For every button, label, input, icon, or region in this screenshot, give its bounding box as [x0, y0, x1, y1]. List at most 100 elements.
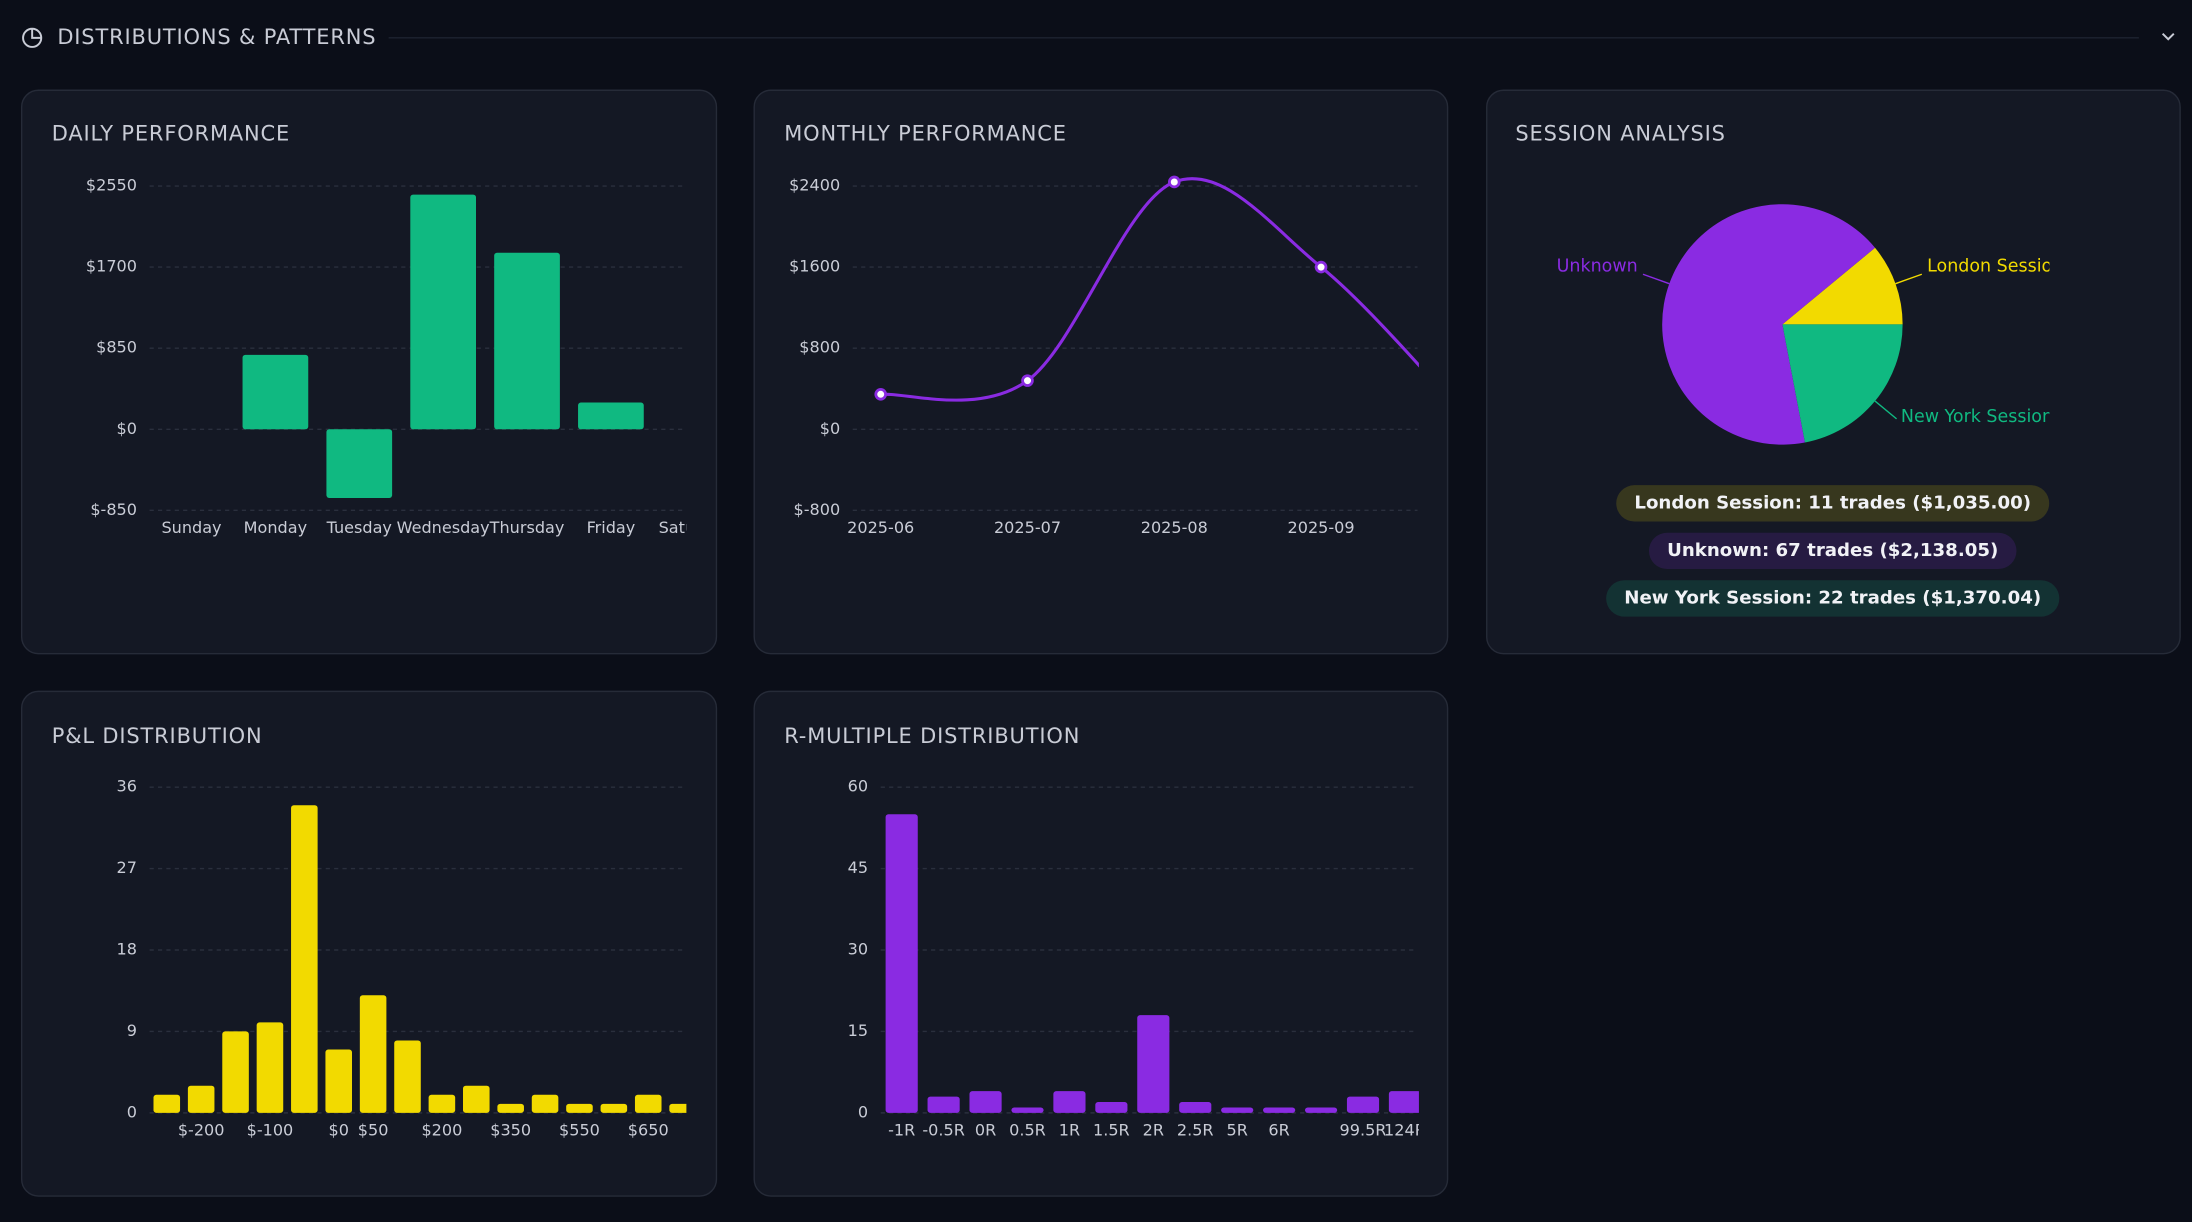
label-leader [1895, 273, 1923, 285]
x-tick-label: 99.5R [1340, 1121, 1387, 1140]
bar [428, 1094, 456, 1113]
bar [1346, 1096, 1380, 1113]
x-tick-label: Wednesday [397, 518, 490, 537]
pill-background [1648, 532, 2017, 570]
bar [1011, 1107, 1044, 1113]
card-title: MONTHLY PERFORMANCE [784, 121, 1067, 145]
bar [325, 1049, 353, 1113]
y-tick-label: $-850 [90, 500, 137, 519]
pie-slice [1782, 247, 1903, 325]
x-tick-label: $-100 [247, 1121, 294, 1140]
y-tick-label: $2550 [86, 176, 137, 195]
x-tick-label: Friday [587, 518, 636, 537]
bar [1388, 1091, 1419, 1113]
x-tick-label: 5R [1226, 1121, 1247, 1140]
bar [1221, 1107, 1254, 1113]
point [874, 388, 888, 401]
bar [256, 1022, 284, 1113]
y-tick-label: 0 [858, 1102, 868, 1121]
section-header[interactable]: DISTRIBUTIONS & PATTERNS [22, 25, 2175, 49]
legend-pill: Unknown: 67 trades ($2,138.05) [1648, 532, 2017, 570]
bar [222, 1031, 249, 1113]
bar [1179, 1102, 1212, 1113]
x-tick-label: $0 [328, 1121, 348, 1140]
x-tick-label: 1R [1059, 1121, 1080, 1140]
x-tick-label: $50 [358, 1121, 389, 1140]
x-tick-label: $-200 [178, 1121, 225, 1140]
bar [1263, 1107, 1296, 1113]
x-tick-label: Sunday [161, 518, 222, 537]
card-title: P&L DISTRIBUTION [52, 724, 263, 748]
label-leader [1874, 400, 1898, 420]
point [1021, 374, 1034, 387]
legend-label: New York Session: 22 trades ($1,370.04) [1624, 587, 2041, 608]
y-tick-label: 9 [127, 1021, 137, 1040]
legend-pill: New York Session: 22 trades ($1,370.04) [1606, 580, 2060, 617]
y-tick-label: $1600 [789, 257, 840, 276]
card [20, 89, 718, 655]
y-tick-label: $800 [799, 338, 840, 357]
y-tick-label: $1700 [86, 257, 137, 276]
x-tick-label: $350 [490, 1121, 531, 1140]
bar [634, 1094, 662, 1113]
y-tick-label: $2400 [789, 176, 840, 195]
x-tick-label: -1R [888, 1121, 915, 1140]
x-tick-label: Saturday [659, 518, 732, 537]
bar [1304, 1107, 1338, 1113]
y-tick-label: 0 [127, 1102, 137, 1121]
pill-background [1606, 580, 2060, 617]
x-tick-label: 2025-08 [1141, 518, 1208, 537]
y-tick-label: 30 [848, 940, 868, 959]
card [753, 89, 1449, 655]
bar [494, 252, 560, 430]
y-tick-label: 36 [117, 777, 137, 796]
label-leader [1642, 273, 1670, 285]
header-icon-slice [31, 28, 42, 39]
bar [153, 1094, 181, 1113]
card-title: SESSION ANALYSIS [1515, 121, 1725, 145]
x-tick-label: 2025-09 [1288, 518, 1355, 537]
pie-slice [1782, 324, 1903, 443]
card [20, 690, 718, 1197]
collapse-chevron[interactable] [2161, 32, 2175, 41]
y-tick-label: 45 [848, 858, 868, 877]
slice-label: New York Session [1901, 407, 2053, 427]
bar [531, 1094, 559, 1113]
plot: $-200 $-100 $0 $50 $200 $350 $550 $650 [153, 805, 687, 1140]
bar [394, 1040, 421, 1113]
x-tick-label: 2025-07 [994, 518, 1061, 537]
x-tick-label: Tuesday [326, 518, 393, 537]
bar [291, 805, 318, 1113]
y-tick-label: $-800 [793, 500, 840, 519]
x-tick-label: $650 [628, 1121, 669, 1140]
bar [410, 194, 477, 430]
bar [566, 1103, 593, 1113]
bar [359, 995, 387, 1113]
x-tick-label: $200 [421, 1121, 462, 1140]
bar [1095, 1102, 1128, 1113]
slice-label: London Session [1927, 257, 2063, 277]
y-tick-label: 27 [117, 858, 137, 877]
bar [885, 814, 918, 1113]
y-tick-label: $850 [96, 338, 137, 357]
slice-label: Unknown [1557, 257, 1638, 277]
x-tick-label: 6R [1268, 1121, 1289, 1140]
x-tick-label: 2R [1143, 1121, 1164, 1140]
bar [1053, 1091, 1086, 1113]
bar [187, 1085, 215, 1113]
x-tick-label: Thursday [489, 518, 565, 537]
y-tick-label: 15 [848, 1021, 868, 1040]
plot: Sunday Monday Tuesday Wednesday Thursday Frid… [161, 194, 732, 537]
card-title: DAILY PERFORMANCE [52, 121, 290, 145]
section-title: DISTRIBUTIONS & PATTERNS [57, 25, 376, 49]
point [1167, 175, 1181, 189]
bar [969, 1091, 1002, 1113]
pill-background [1616, 485, 2050, 522]
bar [600, 1103, 628, 1113]
plot: London Session Unknown New York Session [1557, 204, 2063, 445]
card [753, 690, 1449, 1197]
x-tick-label: Monday [244, 518, 308, 537]
